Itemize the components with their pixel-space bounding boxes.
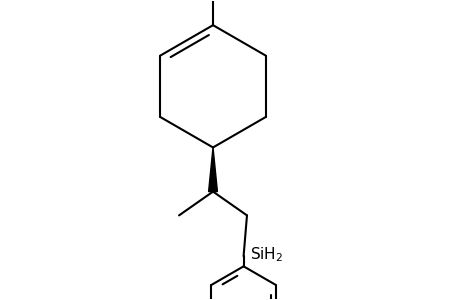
Text: SiH$_2$: SiH$_2$	[250, 245, 283, 264]
Polygon shape	[208, 148, 217, 192]
